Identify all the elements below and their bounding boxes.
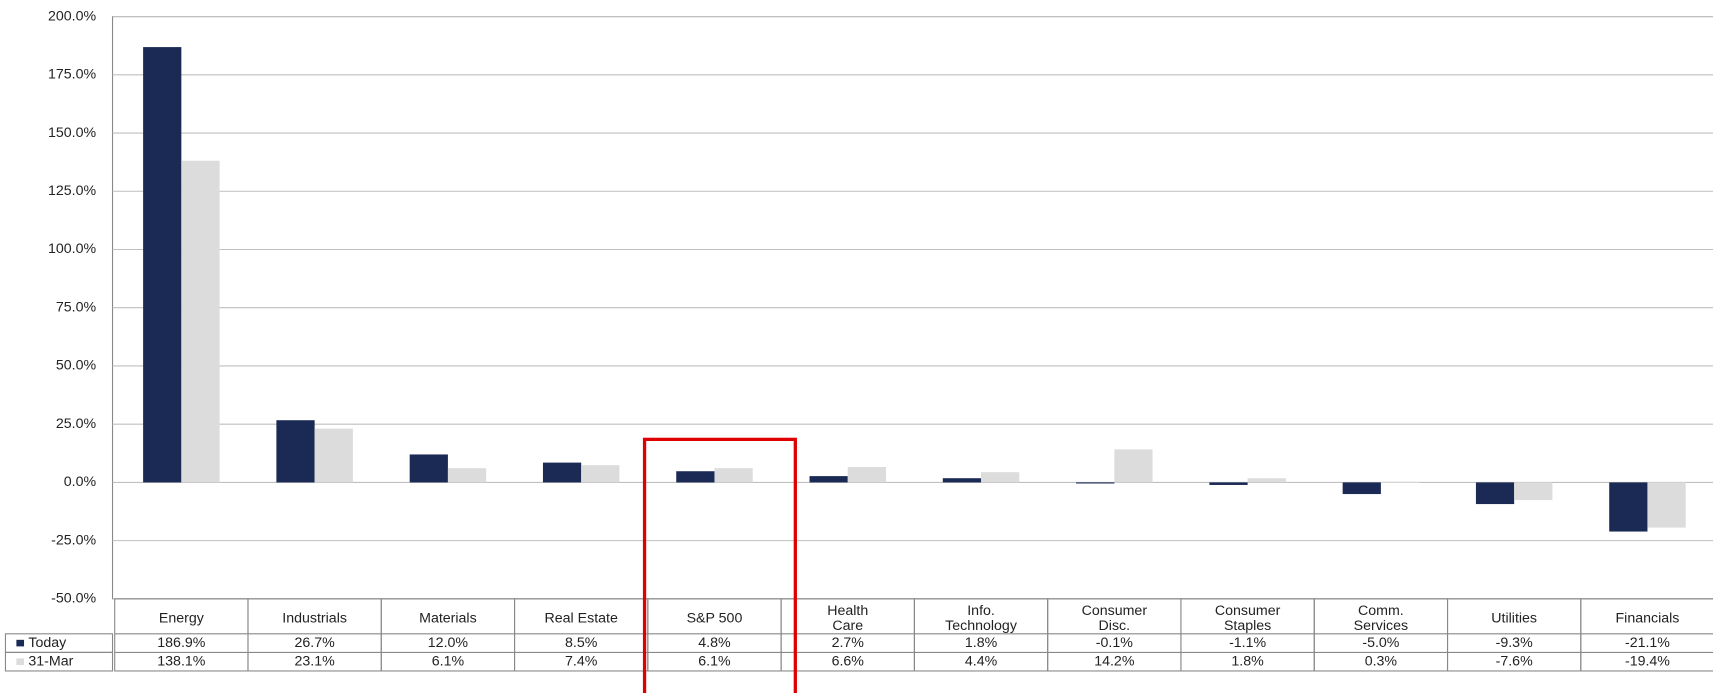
x-tick-label: Materials [419,610,477,626]
x-tick-label: Consumer Disc. [1082,603,1148,634]
bar [1647,482,1686,528]
bar [409,454,448,483]
bar [1342,482,1381,495]
y-tick-label: 125.0% [48,183,97,199]
value-label: 26.7% [295,635,336,651]
value-label: 8.5% [565,635,598,651]
value-label: 4.4% [965,653,998,669]
value-label: -5.0% [1362,635,1399,651]
value-label: -7.6% [1496,653,1533,669]
bar [981,472,1020,483]
x-tick-label: Consumer Staples [1215,603,1281,634]
bar [447,468,487,483]
bar [942,478,982,483]
bar [1609,482,1648,532]
highlight-box [642,437,797,698]
table-cell [4,651,114,672]
bar [143,47,182,483]
bar [1380,481,1420,483]
y-tick-label: 25.0% [56,416,97,432]
y-tick-label: 150.0% [48,125,97,141]
y-tick-label: 200.0% [48,8,97,24]
value-label: 0.3% [1365,653,1398,669]
value-label: -1.1% [1229,635,1266,651]
bar [1514,482,1553,501]
bar [581,465,620,483]
y-tick-label: 75.0% [56,299,97,315]
bar [1247,478,1286,483]
value-label: -0.1% [1096,635,1133,651]
y-tick-label: 50.0% [56,358,97,374]
bar [542,462,582,483]
legend-label: Today [28,635,67,651]
value-label: -21.1% [1625,635,1670,651]
value-label: 12.0% [428,635,469,651]
value-label: -19.4% [1625,653,1670,669]
bar [1209,482,1248,485]
legend-label: 31-Mar [28,653,73,669]
y-tick-label: 100.0% [48,241,97,257]
value-label: 6.6% [832,653,865,669]
x-tick-label: Real Estate [545,610,618,626]
y-tick-label: -50.0% [51,591,96,607]
value-label: 7.4% [565,653,598,669]
value-label: 2.7% [832,635,865,651]
x-tick-label: S&P 500 [687,610,743,626]
x-tick-label: Utilities [1491,610,1537,626]
table-cell [1580,598,1713,672]
bar [809,476,848,483]
value-label: 186.9% [157,635,206,651]
value-label: 14.2% [1094,653,1135,669]
x-tick-label: Financials [1616,610,1680,626]
bar [276,420,315,483]
bar [847,467,886,483]
value-label: 6.1% [698,653,731,669]
x-tick-label: Industrials [282,610,347,626]
value-label: 1.8% [1231,653,1264,669]
bar [714,468,753,483]
bar [1076,482,1115,484]
bar [1114,449,1153,483]
x-tick-label: Info. Technology [945,603,1018,634]
legend-swatch [16,639,25,647]
chart-layer: -50.0% -25.0% 0.0% 25.0% 50.0% 75.0% 100.0% 125… [4,8,1713,672]
x-tick-label: Energy [159,610,205,626]
legend-swatch [16,658,25,665]
y-tick-label: 175.0% [48,67,97,83]
bar [676,471,715,483]
y-tick-label: 0.0% [64,474,97,490]
bar [314,428,353,483]
x-tick-label: Comm. Services [1354,603,1408,634]
y-tick-label: -25.0% [51,532,96,548]
value-label: 4.8% [698,635,731,651]
value-label: -9.3% [1496,635,1533,651]
value-label: 23.1% [295,653,336,669]
value-label: 1.8% [965,635,998,651]
bar [181,160,220,483]
x-tick-label: Health Care [827,603,868,634]
value-label: 138.1% [157,653,206,669]
value-label: 6.1% [432,653,465,669]
bar [1475,482,1515,505]
